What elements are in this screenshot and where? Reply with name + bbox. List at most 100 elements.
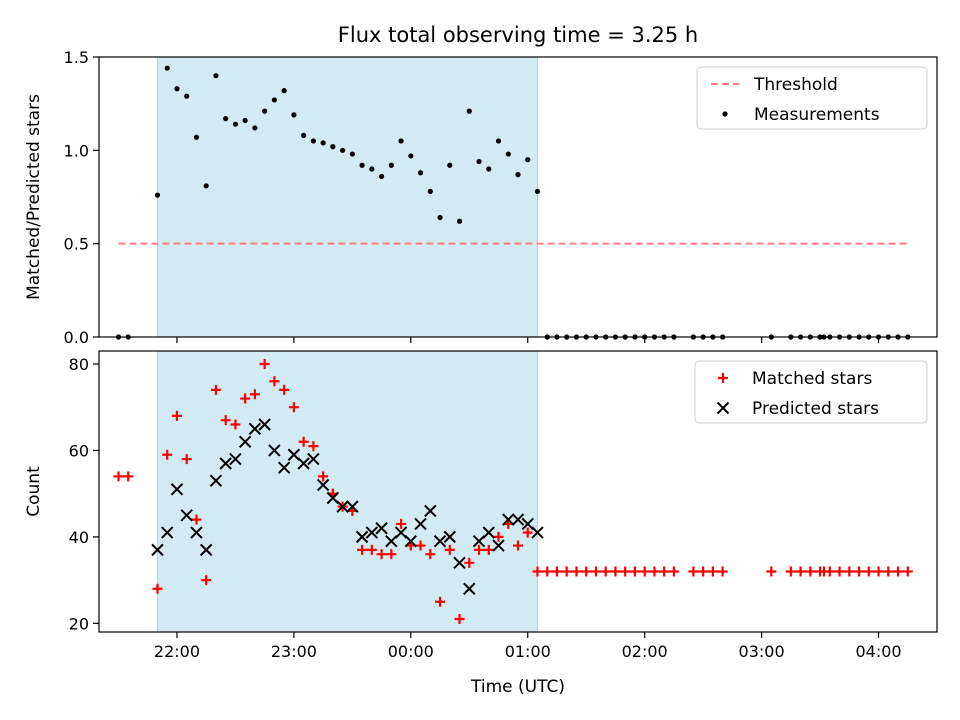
- count-panel: 20 40 60 80 22:00 23:00 00:00 01:00 02:00 03:00 04…: [24, 350, 938, 661]
- measurements-point: [184, 93, 190, 99]
- measurements-point: [505, 151, 511, 157]
- y-tick-label: 60: [69, 441, 89, 460]
- matched-stars-point: [249, 389, 260, 400]
- matched-stars-point: [171, 410, 182, 421]
- observing-interval-shade: [156, 56, 538, 338]
- predicted-stars-point: [336, 500, 349, 513]
- matched-stars-point: [668, 566, 679, 577]
- axes-frame: [98, 350, 938, 633]
- predicted-stars-point: [238, 435, 252, 448]
- matched-stars-point: [854, 566, 865, 577]
- measurements-point: [437, 214, 443, 221]
- measurements-point: [330, 144, 336, 150]
- matched-stars-point: [483, 544, 494, 555]
- predicted-stars-point: [375, 522, 388, 535]
- x-tick-label: 03:00: [739, 642, 785, 661]
- matched-stars-point: [259, 358, 270, 369]
- predicted-stars-point: [365, 526, 379, 539]
- legend-marker: [716, 401, 730, 415]
- matched-stars-point: [795, 566, 806, 577]
- predicted-stars-point: [229, 452, 242, 466]
- matched-stars-point: [532, 566, 543, 577]
- matched-stars-point: [123, 471, 134, 482]
- measurements-point: [417, 170, 424, 176]
- measurements-point: [398, 138, 404, 144]
- y-tick-label: 1.5: [64, 48, 89, 67]
- measurements-point: [193, 134, 200, 140]
- predicted-stars-point: [482, 526, 495, 539]
- matched-stars-point: [542, 566, 553, 577]
- matched-stars-point: [210, 384, 221, 395]
- chart-title: Flux total observing time = 3.25 h: [338, 23, 698, 47]
- y-tick-label: 80: [69, 355, 89, 374]
- predicted-stars-point: [463, 582, 476, 595]
- predicted-stars-point: [180, 509, 193, 522]
- predicted-stars-point: [297, 457, 310, 470]
- measurements-point: [291, 112, 297, 118]
- measurements-point: [359, 162, 365, 168]
- matched-stars-point: [376, 549, 387, 560]
- measurements-point: [262, 108, 268, 114]
- matched-stars-point: [269, 376, 280, 387]
- predicted-stars-point: [307, 452, 320, 466]
- predicted-stars-point: [492, 539, 505, 552]
- matched-stars-point: [162, 449, 173, 460]
- measurements-point: [447, 162, 453, 168]
- predicted-stars-point: [161, 526, 174, 539]
- y-tick-label: 1.0: [64, 141, 89, 160]
- predicted-stars-point: [258, 418, 271, 431]
- predicted-stars-point: [190, 526, 203, 539]
- matched-stars-point: [600, 566, 611, 577]
- matched-stars-point: [220, 415, 231, 426]
- observing-interval-shade: [156, 350, 538, 633]
- matched-stars-point: [240, 393, 251, 404]
- matched-stars-point: [444, 544, 455, 555]
- matched-stars-point: [425, 549, 436, 560]
- ratio-panel: 0.0 0.5 1.0 1.5 Matched/Predicted stars Thres…: [24, 48, 938, 347]
- matched-stars-point: [571, 566, 582, 577]
- predicted-stars-point: [248, 422, 262, 436]
- measurements-point: [388, 162, 394, 168]
- measurements-point: [349, 151, 355, 157]
- matched-stars-point: [493, 531, 504, 542]
- measurements-point: [340, 147, 346, 153]
- matched-stars-point: [883, 566, 894, 577]
- matched-stars-point: [844, 566, 855, 577]
- measurements-point: [223, 116, 229, 122]
- measurements-point: [486, 166, 492, 172]
- measurements-point: [320, 140, 326, 146]
- x-tick-label: 00:00: [388, 642, 434, 661]
- predicted-stars-point: [472, 535, 486, 548]
- predicted-stars-point: [443, 530, 456, 544]
- y-axis-label: Matched/Predicted stars: [24, 94, 44, 300]
- predicted-stars-point: [268, 444, 281, 457]
- measurements-point: [369, 166, 375, 172]
- matched-stars-point: [698, 566, 709, 577]
- matched-stars-point: [113, 471, 124, 482]
- legend-label: Measurements: [754, 105, 880, 125]
- predicted-stars-point: [531, 526, 544, 539]
- measurements-point: [427, 188, 433, 194]
- predicted-stars-point: [277, 461, 291, 474]
- matched-stars-point: [386, 549, 397, 560]
- predicted-stars-point: [424, 504, 437, 518]
- measurements-point: [301, 132, 307, 138]
- measurements-point: [515, 172, 521, 178]
- predicted-stars-point: [170, 483, 184, 496]
- matched-stars-point: [464, 557, 475, 568]
- matched-stars-point: [454, 614, 465, 625]
- measurements-point: [252, 125, 258, 131]
- predicted-stars-point: [209, 474, 223, 487]
- matched-stars-point: [230, 419, 241, 430]
- measurements-point: [534, 188, 541, 194]
- matched-stars-point: [357, 544, 368, 555]
- matched-stars-point: [298, 436, 309, 447]
- matched-stars-point: [659, 566, 670, 577]
- predicted-stars-point: [199, 543, 213, 557]
- matched-stars-point: [902, 566, 913, 577]
- matched-stars-point: [620, 566, 631, 577]
- matched-stars-point: [522, 527, 533, 538]
- matched-stars-point: [551, 566, 562, 577]
- matched-stars-point: [152, 583, 163, 594]
